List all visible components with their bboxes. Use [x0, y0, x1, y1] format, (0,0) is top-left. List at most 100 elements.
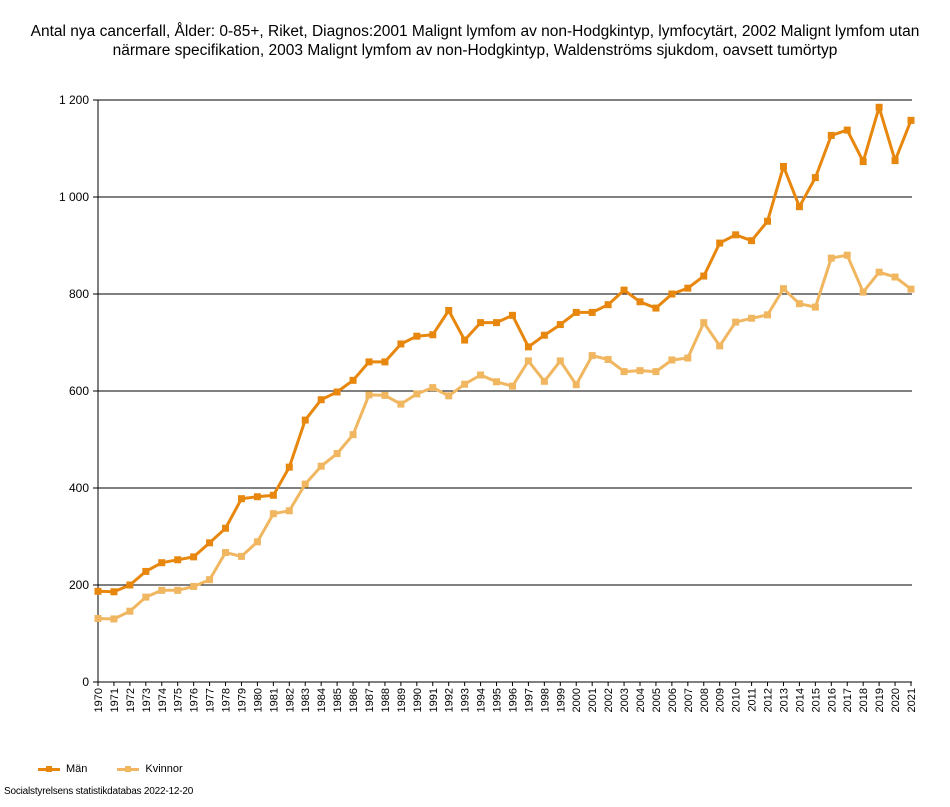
x-tick-label: 2010 [731, 688, 743, 712]
data-point [174, 556, 182, 564]
legend: Män Kvinnor [38, 763, 183, 775]
data-point [493, 378, 501, 386]
data-point [222, 549, 230, 557]
data-point [764, 217, 772, 225]
data-point [732, 231, 740, 239]
data-point [381, 391, 389, 399]
data-point [540, 331, 548, 339]
data-point [508, 311, 516, 319]
data-point [253, 493, 261, 501]
data-point [110, 588, 118, 596]
x-tick-label: 2011 [747, 688, 759, 712]
legend-swatch-kvinnor [117, 764, 140, 774]
data-point [700, 319, 708, 327]
data-point [652, 304, 660, 312]
x-tick-label: 1980 [252, 688, 264, 712]
data-point [907, 116, 915, 124]
x-tick-label: 1994 [476, 688, 488, 712]
y-tick-labels: 0 200 400 600 800 1 000 1 200 [59, 93, 89, 689]
x-tick-label: 2001 [587, 688, 599, 712]
data-point [891, 157, 899, 165]
x-tick-label: 2021 [906, 688, 918, 712]
data-point [190, 582, 198, 590]
x-tick-label: 1984 [316, 688, 328, 712]
y-tick-label: 800 [69, 287, 89, 301]
data-point [779, 162, 787, 170]
data-point [397, 340, 405, 348]
legend-item-kvinnor: Kvinnor [117, 763, 183, 775]
x-tick-label: 2000 [571, 688, 583, 712]
data-point [445, 306, 453, 314]
x-tick-label: 1971 [109, 688, 121, 712]
x-tick-label: 1987 [364, 688, 376, 712]
data-point [445, 392, 453, 400]
data-point [237, 552, 245, 560]
series-line [97, 105, 913, 594]
x-tick-label: 2020 [890, 688, 902, 712]
x-tick-labels: 1970 1971 1972 1973 1974 1975 1976 1977 1978 1979… [93, 688, 918, 712]
data-point [237, 495, 245, 503]
data-point [556, 357, 564, 365]
data-point [126, 581, 134, 589]
x-tick-label: 2016 [826, 688, 838, 712]
data-point [333, 450, 341, 458]
data-point [827, 254, 835, 262]
data-point [110, 615, 118, 623]
source-note: Socialstyrelsens statistikdatabas 2022-1… [4, 786, 194, 797]
data-point [285, 507, 293, 515]
data-point [748, 314, 756, 322]
data-point [716, 239, 724, 247]
x-tick-label: 1988 [380, 688, 392, 712]
y-tick-label: 1 200 [59, 93, 89, 107]
data-point [636, 298, 644, 306]
x-tick-label: 1983 [300, 688, 312, 712]
data-point [811, 303, 819, 311]
x-tick-label: 1992 [444, 688, 456, 712]
data-point [461, 380, 469, 388]
x-tick-label: 1975 [173, 688, 185, 712]
data-point [556, 321, 564, 329]
x-tick-label: 1974 [157, 688, 169, 712]
data-point [413, 390, 421, 398]
data-point [668, 290, 676, 298]
data-point [429, 331, 437, 339]
data-point [477, 371, 485, 379]
series-line [97, 253, 912, 621]
legend-item-man: Män [38, 763, 87, 775]
x-tick-label: 2009 [715, 688, 727, 712]
x-tick-label: 1991 [428, 688, 440, 712]
series-kvinnor [94, 251, 915, 623]
x-tick-label: 1997 [523, 688, 535, 712]
x-tick-label: 2005 [651, 688, 663, 712]
data-point [748, 237, 756, 245]
x-tick-label: 1972 [125, 688, 137, 712]
data-point [397, 400, 405, 408]
data-point [668, 356, 676, 364]
x-tick-label: 2014 [794, 688, 806, 712]
y-tick-label: 600 [69, 384, 89, 398]
x-tick-label: 1990 [412, 688, 424, 712]
data-point [190, 553, 198, 561]
data-point [142, 567, 150, 575]
data-point [588, 308, 596, 316]
data-point [413, 332, 421, 340]
data-point [493, 319, 501, 327]
axes [93, 99, 912, 686]
data-point [652, 368, 660, 376]
data-point [142, 593, 150, 601]
data-point [285, 463, 293, 471]
x-tick-label: 1989 [396, 688, 408, 712]
x-tick-label: 2008 [699, 688, 711, 712]
data-point [620, 368, 628, 376]
gridlines [98, 99, 912, 586]
data-point [572, 308, 580, 316]
data-point [508, 382, 516, 390]
x-tick-label: 1977 [205, 688, 217, 712]
x-tick-label: 2003 [619, 688, 631, 712]
series-group [94, 103, 915, 623]
data-point [572, 381, 580, 389]
x-tick-label: 2012 [763, 688, 775, 712]
data-point [126, 607, 134, 615]
x-tick-label: 2007 [683, 688, 695, 712]
